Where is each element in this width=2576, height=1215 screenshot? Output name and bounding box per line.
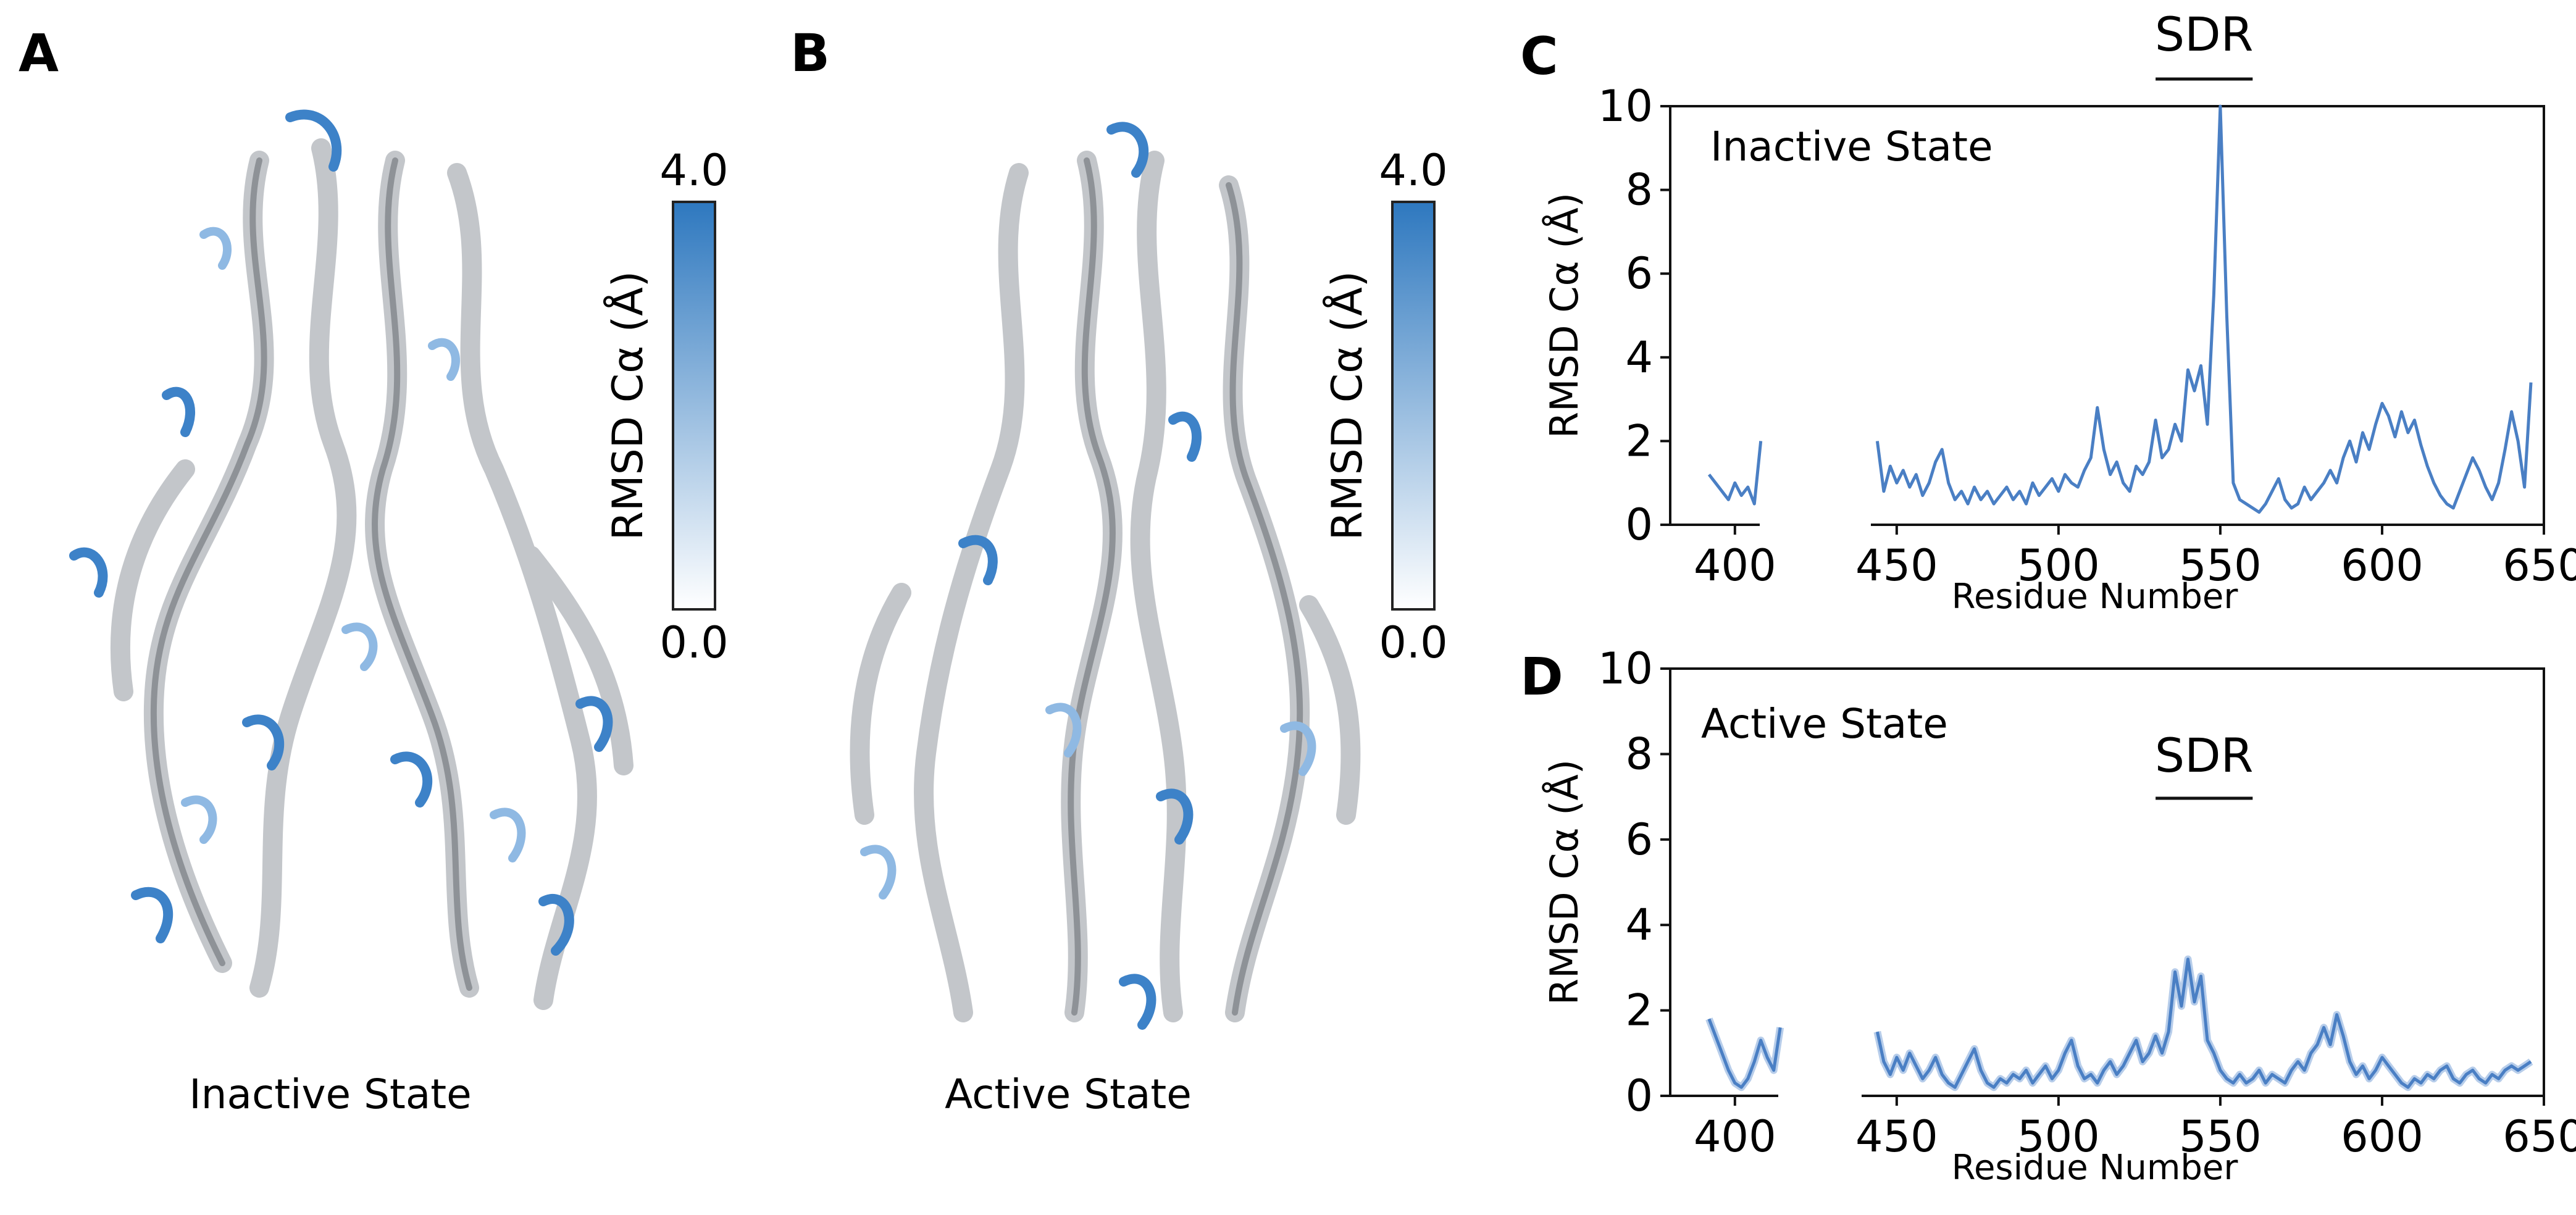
rmsd-series-line xyxy=(1707,441,1763,506)
rmsd-series-line xyxy=(1707,1018,1782,1089)
colorbar-b-max: 4.0 xyxy=(1379,145,1447,196)
colorbar-b-min: 0.0 xyxy=(1379,617,1447,668)
y-tick-label: 10 xyxy=(1598,643,1653,694)
y-tick-label: 2 xyxy=(1625,985,1653,1036)
protein-structure-active xyxy=(850,122,1361,1030)
colorbar-b-label: RMSD Cα (Å) xyxy=(1322,271,1372,541)
y-axis-label: RMSD Cα (Å) xyxy=(1542,759,1587,1005)
x-tick-label: 500 xyxy=(2017,540,2100,591)
y-tick-label: 8 xyxy=(1625,729,1653,779)
y-tick-label: 4 xyxy=(1625,900,1653,950)
panel-a: A xyxy=(19,23,729,1118)
y-tick-label: 6 xyxy=(1625,814,1653,865)
x-tick-label: 400 xyxy=(1694,540,1776,591)
panel-c: C 0 2 4 6 8 10 400 450 500 550 600 650 RMSD Cα (Å) Re… xyxy=(1520,7,2576,617)
colorbar-a xyxy=(672,201,716,611)
sdr-region-label: SDR xyxy=(2155,7,2254,62)
panel-d: D 0 2 4 6 8 10 400 450 500 550 600 650 RMSD Cα (Å) Re… xyxy=(1520,643,2576,1188)
state-annotation: Inactive State xyxy=(1710,123,1993,170)
panel-a-caption: Inactive State xyxy=(189,1071,472,1118)
x-tick-label: 400 xyxy=(1694,1111,1776,1162)
y-tick-label: 10 xyxy=(1598,81,1653,132)
panel-c-letter: C xyxy=(1520,26,1558,86)
y-tick-label: 8 xyxy=(1625,165,1653,215)
colorbar-b xyxy=(1391,201,1436,611)
colorbar-a-min: 0.0 xyxy=(659,617,728,668)
x-tick-label: 500 xyxy=(2017,1111,2100,1162)
y-tick-label: 2 xyxy=(1625,415,1653,466)
panel-b: B xyxy=(790,23,1448,1118)
plot-frame xyxy=(1669,667,2545,1096)
series-uncertainty-band xyxy=(1705,1017,1784,1092)
x-tick-label: 550 xyxy=(2179,1111,2262,1162)
y-axis-label: RMSD Cα (Å) xyxy=(1542,193,1587,438)
y-tick-label: 0 xyxy=(1625,1071,1653,1121)
plot-frame xyxy=(1669,105,2545,525)
x-tick-label: 650 xyxy=(2503,540,2576,591)
x-tick-label: 600 xyxy=(2341,540,2423,591)
x-tick-label: 450 xyxy=(1855,540,1938,591)
y-tick-label: 4 xyxy=(1625,332,1653,383)
chart-c: 0 2 4 6 8 10 400 450 500 550 600 650 RMSD Cα (Å) Resi… xyxy=(1542,7,2576,617)
rmsd-series-line xyxy=(1875,104,2533,514)
x-tick-label: 600 xyxy=(2341,1111,2423,1162)
rmsd-series-line xyxy=(1875,958,2532,1089)
panel-b-caption: Active State xyxy=(945,1071,1192,1118)
state-annotation: Active State xyxy=(1701,700,1948,748)
panel-a-letter: A xyxy=(19,23,59,83)
x-axis-label: Residue Number xyxy=(1952,577,2239,617)
y-tick-label: 0 xyxy=(1625,499,1653,550)
panel-d-letter: D xyxy=(1520,646,1563,707)
sdr-region-label: SDR xyxy=(2155,728,2254,783)
colorbar-a-label: RMSD Cα (Å) xyxy=(603,271,653,541)
x-tick-label: 550 xyxy=(2179,540,2262,591)
panel-b-letter: B xyxy=(790,23,830,83)
protein-structure-inactive xyxy=(69,109,634,1010)
x-tick-label: 450 xyxy=(1855,1111,1938,1162)
y-tick-label: 6 xyxy=(1625,248,1653,299)
colorbar-a-max: 4.0 xyxy=(659,145,728,196)
x-tick-label: 650 xyxy=(2503,1111,2576,1162)
x-axis-label: Residue Number xyxy=(1952,1148,2239,1188)
chart-d: 0 2 4 6 8 10 400 450 500 550 600 650 RMSD Cα (Å) Resi… xyxy=(1542,643,2576,1188)
